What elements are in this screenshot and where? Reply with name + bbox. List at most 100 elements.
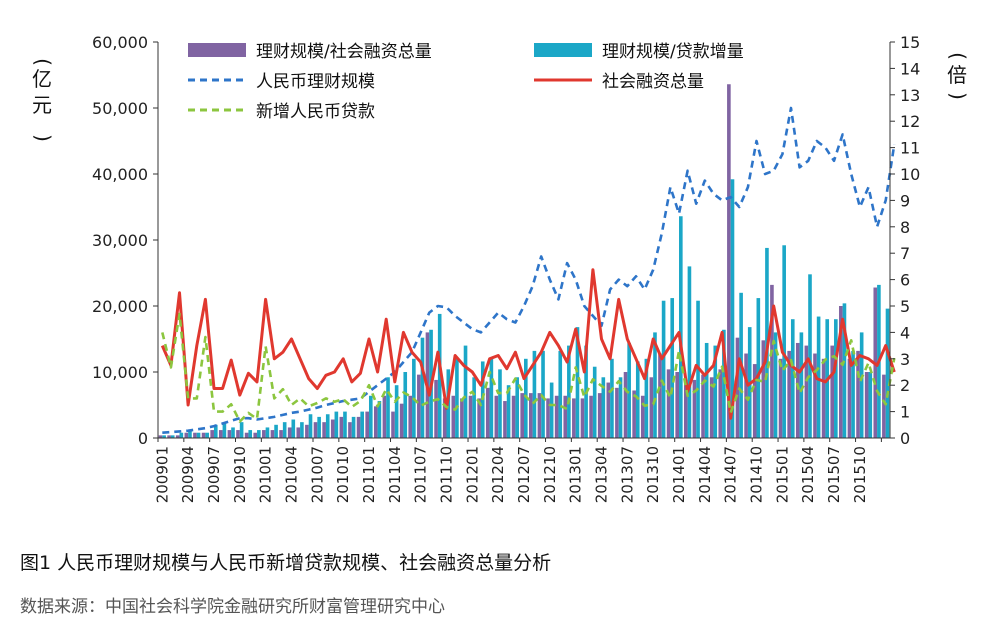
- legend-label: 社会融资总量: [602, 72, 704, 92]
- line-layer: [160, 106, 896, 434]
- right-tick-label: 2: [900, 376, 910, 395]
- bar: [434, 379, 438, 438]
- x-tick-label: 201007: [308, 446, 326, 503]
- bar: [360, 411, 364, 438]
- right-tick-label: 15: [900, 33, 920, 52]
- bar: [787, 350, 791, 438]
- bar: [489, 358, 494, 438]
- bar: [589, 395, 593, 438]
- data-source-note: 数据来源：中国社会科学院金融研究所财富管理研究中心: [20, 597, 445, 617]
- bar: [847, 358, 852, 438]
- bar: [391, 411, 395, 438]
- x-tick-label: 201310: [644, 446, 662, 503]
- bar: [377, 401, 382, 438]
- x-tick-label: 201307: [618, 446, 636, 503]
- bar: [735, 337, 740, 438]
- bar: [231, 427, 235, 438]
- bar: [679, 216, 683, 438]
- bar: [175, 435, 180, 438]
- series-line: [160, 268, 896, 420]
- bar: [382, 395, 387, 438]
- bar: [188, 430, 192, 438]
- bar: [262, 430, 266, 438]
- bar: [334, 411, 339, 438]
- bar: [417, 374, 421, 438]
- legend-label: 理财规模/贷款增量: [602, 42, 744, 62]
- bar: [265, 427, 270, 438]
- bar: [213, 424, 218, 438]
- bar: [257, 430, 261, 438]
- bar: [498, 369, 502, 438]
- x-tick-label: 201401: [670, 446, 688, 503]
- bar: [816, 316, 821, 438]
- right-tick-label: 10: [900, 165, 920, 184]
- bar: [524, 358, 528, 438]
- bar: [386, 377, 390, 438]
- x-axis-ticks: 200901 200904 200907 200910 201001 201004 2010…: [153, 438, 882, 503]
- bar: [218, 430, 223, 438]
- left-tick-label: 30,000: [92, 231, 148, 250]
- bar: [704, 342, 709, 438]
- right-tick-label: 5: [900, 297, 910, 316]
- bar: [313, 422, 318, 438]
- bar: [420, 337, 425, 438]
- bar: [274, 424, 278, 438]
- right-tick-label: 9: [900, 191, 910, 210]
- bar: [839, 306, 843, 438]
- bar: [882, 374, 886, 438]
- bar: [778, 358, 783, 438]
- x-tick-label: 201201: [463, 446, 481, 503]
- bar: [537, 393, 542, 438]
- bar: [744, 353, 748, 438]
- bar: [244, 432, 249, 438]
- bar: [549, 382, 554, 438]
- x-tick-label: 201304: [593, 446, 611, 503]
- bar: [597, 393, 602, 438]
- bar: [563, 395, 568, 438]
- x-tick-label: 201404: [696, 446, 714, 503]
- series-line: [162, 106, 896, 434]
- bar: [210, 430, 214, 438]
- bar-layer: [158, 84, 890, 439]
- bar: [644, 358, 649, 438]
- bar: [859, 332, 864, 438]
- left-tick-label: 50,000: [92, 99, 148, 118]
- bar: [201, 432, 206, 438]
- bar: [868, 372, 873, 438]
- bar: [205, 432, 209, 438]
- bar: [170, 435, 175, 438]
- bar: [804, 345, 809, 438]
- bar: [506, 385, 511, 438]
- bar: [834, 319, 838, 438]
- bar: [701, 374, 705, 438]
- legend-swatch: [188, 43, 246, 57]
- bar: [709, 377, 714, 438]
- bar: [317, 416, 321, 438]
- bar: [528, 393, 533, 438]
- bar: [632, 390, 636, 438]
- bar: [463, 345, 468, 438]
- bar: [567, 345, 571, 438]
- bar: [287, 427, 292, 438]
- bar: [162, 435, 166, 438]
- bar: [790, 319, 795, 438]
- bar: [727, 84, 731, 439]
- legend-label: 人民币理财规模: [256, 72, 375, 92]
- chart: 0 10,000 20,000 30,000 40,000 50,000 60,000 0 1…: [31, 33, 970, 503]
- bar: [451, 395, 456, 438]
- bar: [368, 395, 373, 438]
- bar: [627, 342, 631, 438]
- x-tick-label: 201104: [386, 446, 404, 503]
- bar: [373, 406, 378, 438]
- x-tick-label: 201507: [825, 446, 843, 503]
- bar: [356, 416, 361, 438]
- bar: [653, 332, 657, 438]
- x-tick-label: 201101: [360, 446, 378, 503]
- left-tick-label: 10,000: [92, 363, 148, 382]
- bar: [494, 395, 499, 438]
- bar: [606, 382, 611, 438]
- right-tick-label: 6: [900, 271, 910, 290]
- bar: [601, 377, 606, 438]
- bar: [403, 372, 408, 438]
- bar: [580, 398, 585, 438]
